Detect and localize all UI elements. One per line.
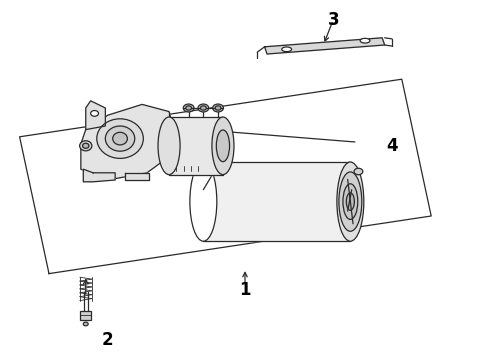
Ellipse shape [198, 104, 209, 112]
FancyBboxPatch shape [80, 310, 91, 320]
Ellipse shape [212, 117, 234, 175]
Text: 4: 4 [386, 137, 398, 155]
Polygon shape [203, 162, 350, 241]
Ellipse shape [337, 162, 364, 241]
Ellipse shape [79, 141, 92, 151]
Ellipse shape [82, 143, 89, 148]
Ellipse shape [217, 130, 229, 162]
Ellipse shape [97, 119, 143, 158]
Ellipse shape [360, 39, 370, 43]
Polygon shape [83, 169, 115, 182]
Polygon shape [169, 117, 223, 175]
Polygon shape [265, 38, 385, 54]
Text: 2: 2 [102, 331, 114, 349]
Ellipse shape [190, 162, 217, 241]
Ellipse shape [183, 104, 194, 112]
Ellipse shape [343, 184, 358, 220]
Polygon shape [125, 173, 149, 180]
Ellipse shape [83, 322, 88, 326]
Ellipse shape [158, 117, 180, 175]
Ellipse shape [282, 47, 292, 52]
Ellipse shape [339, 172, 362, 231]
Ellipse shape [354, 168, 363, 175]
Ellipse shape [186, 106, 192, 110]
Text: 1: 1 [239, 281, 251, 299]
Ellipse shape [113, 132, 127, 145]
Ellipse shape [346, 193, 354, 210]
Ellipse shape [91, 111, 98, 116]
Polygon shape [81, 104, 174, 180]
Ellipse shape [105, 126, 135, 151]
Polygon shape [86, 101, 105, 130]
Ellipse shape [215, 106, 221, 110]
Ellipse shape [200, 106, 206, 110]
Text: 3: 3 [327, 11, 339, 29]
Ellipse shape [213, 104, 223, 112]
